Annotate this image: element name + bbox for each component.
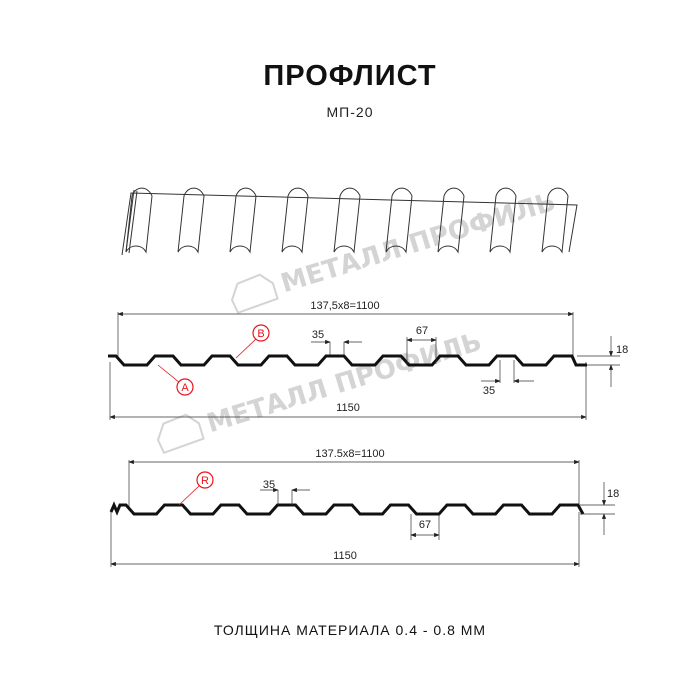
sheet-rib (177, 187, 205, 254)
svg-text:A: A (181, 382, 189, 394)
svg-text:18: 18 (607, 488, 619, 500)
marker-r (196, 471, 214, 489)
svg-text:35: 35 (263, 479, 275, 491)
profile-line-r (109, 501, 585, 516)
sheet-3d-view (121, 187, 578, 256)
svg-text:35: 35 (483, 385, 495, 397)
sheet-rib (385, 187, 413, 254)
svg-text:R: R (201, 475, 209, 487)
sheet-edge (125, 189, 138, 254)
sheet-rib (333, 187, 361, 254)
sheet-rib (489, 187, 517, 254)
sheet-rib (541, 187, 569, 254)
svg-text:B: B (257, 328, 264, 340)
sheet-rib (437, 187, 465, 254)
profile-line-a (108, 354, 587, 367)
svg-text:35: 35 (312, 329, 324, 341)
material-thickness-note: ТОЛЩИНА МАТЕРИАЛА 0.4 - 0.8 ММ (213, 622, 487, 638)
width-dimension: 1150 (333, 550, 357, 562)
svg-text:67: 67 (419, 519, 431, 531)
pitch-dimension: 137.5x8=1100 (315, 448, 384, 460)
marker-a (176, 378, 194, 396)
svg-text:18: 18 (616, 344, 628, 356)
svg-text:67: 67 (416, 325, 428, 337)
sheet-rib (281, 187, 309, 254)
marker-b (252, 324, 270, 342)
watermark-lower: МЕТАЛЛ ПРОФИЛЬ (156, 327, 485, 455)
profile-r: 137.5x8=1100 1150 35 67 18 R (109, 448, 619, 567)
sheet-outline (121, 192, 578, 256)
page-subtitle: МП-20 (326, 104, 374, 120)
sheet-rib (229, 187, 257, 254)
profile-ab: 137,5x8=1100 1150 35 67 35 (108, 300, 628, 420)
pitch-dimension: 137,5x8=1100 (310, 300, 379, 312)
width-dimension: 1150 (336, 402, 360, 414)
page-title: ПРОФЛИСТ (263, 60, 437, 92)
